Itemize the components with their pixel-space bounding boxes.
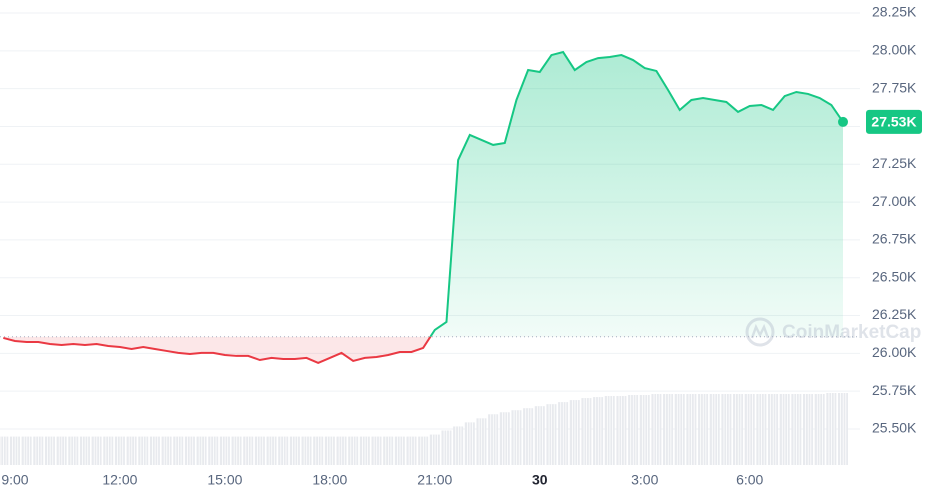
x-tick-label: 30 [532,472,548,488]
y-tick-label: 27.00K [872,193,917,209]
x-tick-label: 15:00 [207,472,242,488]
y-tick-label: 27.25K [872,155,917,171]
area-down [3,336,431,363]
y-tick-label: 26.00K [872,344,917,360]
watermark-text: CoinMarketCap [782,322,921,343]
y-tick-label: 25.75K [872,382,917,398]
price-badge [866,109,922,134]
price-badge-label: 27.53K [871,114,916,130]
y-tick-label: 25.50K [872,420,917,436]
watermark: CoinMarketCap [745,317,921,347]
last-price-dot [838,116,848,127]
x-tick-label: 18:00 [312,472,347,488]
y-tick-label: 26.50K [872,268,917,284]
y-tick-label: 27.75K [872,79,917,95]
x-tick-label: 21:00 [417,472,452,488]
x-tick-label: 6:00 [736,472,763,488]
price-line-up [429,50,844,337]
x-tick-label: 9:00 [1,472,28,488]
volume-bar [0,436,9,465]
y-tick-label: 26.75K [872,231,917,247]
y-tick-label: 28.25K [872,4,917,20]
area-up [3,52,843,337]
price-line-down [3,336,432,364]
x-tick-label: 3:00 [631,472,658,488]
x-tick-label: 12:00 [102,472,137,488]
y-tick-label: 28.00K [872,42,917,58]
y-tick-label: 26.25K [872,306,917,322]
